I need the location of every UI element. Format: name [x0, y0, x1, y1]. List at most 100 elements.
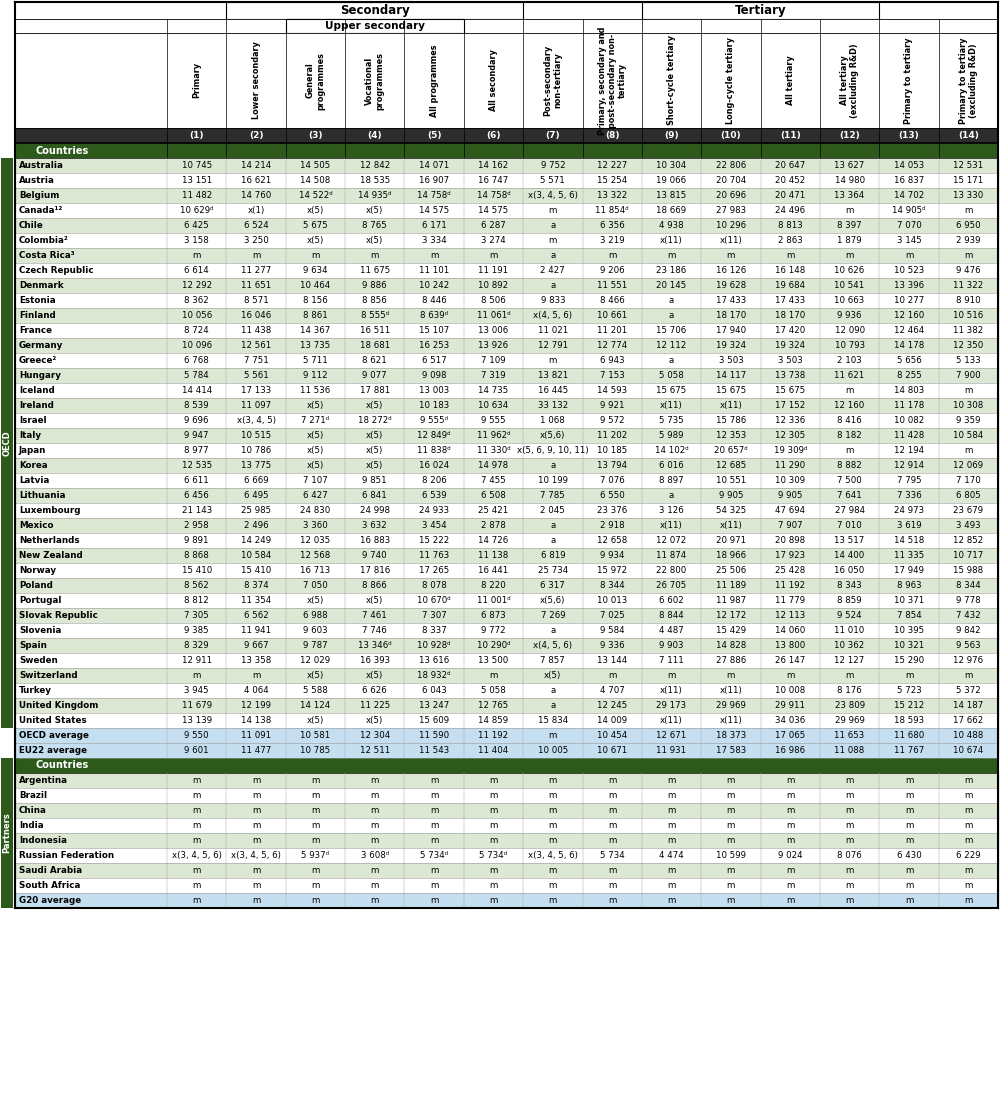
Text: 12 774: 12 774: [597, 341, 627, 350]
Text: 8 724: 8 724: [184, 326, 209, 336]
Text: 20 704: 20 704: [716, 176, 746, 186]
Text: 6 768: 6 768: [184, 356, 209, 366]
Text: 7 170: 7 170: [956, 476, 981, 486]
Text: EU22 average: EU22 average: [19, 745, 87, 755]
Text: 11 651: 11 651: [241, 281, 271, 290]
Text: m: m: [727, 791, 735, 800]
Text: 25 506: 25 506: [716, 565, 746, 575]
Text: x(5,6): x(5,6): [540, 431, 566, 440]
Text: 22 800: 22 800: [656, 565, 687, 575]
Text: 12 535: 12 535: [182, 461, 212, 470]
Text: a: a: [550, 461, 555, 470]
Text: 8 555ᵈ: 8 555ᵈ: [361, 311, 389, 320]
Text: 11 404: 11 404: [478, 745, 509, 755]
Text: m: m: [252, 895, 260, 905]
Text: 5 058: 5 058: [659, 371, 684, 380]
Text: 15 410: 15 410: [182, 565, 212, 575]
Text: a: a: [550, 685, 555, 695]
Text: 11 941: 11 941: [241, 625, 271, 635]
Text: 12 671: 12 671: [656, 731, 687, 740]
Text: Countries: Countries: [35, 761, 88, 771]
Text: 8 416: 8 416: [837, 416, 862, 426]
Text: 10 199: 10 199: [538, 476, 568, 486]
Text: Israel: Israel: [19, 416, 47, 426]
Text: m: m: [727, 865, 735, 875]
Text: 9 947: 9 947: [184, 431, 209, 440]
Text: m: m: [845, 881, 854, 890]
Text: m: m: [489, 821, 498, 830]
Text: 7 432: 7 432: [956, 611, 981, 620]
Bar: [15, 338, 998, 353]
Text: 18 669: 18 669: [656, 206, 687, 216]
Text: m: m: [667, 671, 676, 680]
Text: 8 910: 8 910: [956, 296, 981, 306]
Text: 16 907: 16 907: [419, 176, 449, 186]
Text: Finland: Finland: [19, 311, 56, 320]
Text: x(1): x(1): [247, 206, 265, 216]
Text: 14 758ᵈ: 14 758ᵈ: [477, 191, 510, 200]
Text: 10 599: 10 599: [716, 851, 746, 860]
Text: 7 336: 7 336: [897, 491, 921, 500]
Text: Russian Federation: Russian Federation: [19, 851, 114, 860]
Text: Australia: Australia: [19, 161, 64, 170]
Text: 23 809: 23 809: [835, 701, 865, 710]
Text: 8 859: 8 859: [837, 595, 862, 605]
Text: 5 734: 5 734: [600, 851, 625, 860]
Text: 13 151: 13 151: [182, 176, 212, 186]
Text: 9 903: 9 903: [659, 641, 684, 650]
Text: m: m: [667, 835, 676, 845]
Bar: [15, 728, 998, 743]
Text: 8 882: 8 882: [837, 461, 862, 470]
Text: 14 178: 14 178: [894, 341, 924, 350]
Text: 13 500: 13 500: [478, 655, 509, 665]
Text: 3 608ᵈ: 3 608ᵈ: [361, 851, 389, 860]
Text: 8 844: 8 844: [659, 611, 684, 620]
Text: 20 696: 20 696: [716, 191, 746, 200]
Text: 8 977: 8 977: [184, 446, 209, 456]
Text: m: m: [430, 805, 438, 815]
Text: 14 400: 14 400: [834, 551, 865, 560]
Text: m: m: [549, 775, 557, 785]
Text: (10): (10): [721, 131, 741, 140]
Text: 12 561: 12 561: [241, 341, 271, 350]
Text: 9 752: 9 752: [541, 161, 565, 170]
Text: 15 834: 15 834: [538, 715, 568, 725]
Text: 11 653: 11 653: [834, 731, 865, 740]
Text: x(11): x(11): [660, 521, 683, 530]
Bar: [15, 503, 998, 518]
Text: 4 474: 4 474: [659, 851, 684, 860]
Text: Upper secondary: Upper secondary: [325, 21, 425, 31]
Text: 13 247: 13 247: [419, 701, 449, 710]
Text: m: m: [727, 775, 735, 785]
Text: 9 476: 9 476: [956, 266, 981, 276]
Text: 8 182: 8 182: [837, 431, 862, 440]
Bar: [15, 158, 998, 173]
Text: 12 842: 12 842: [360, 161, 390, 170]
Text: 18 535: 18 535: [360, 176, 390, 186]
Text: Sweden: Sweden: [19, 655, 58, 665]
Text: m: m: [845, 895, 854, 905]
Text: (14): (14): [958, 131, 979, 140]
Text: m: m: [252, 671, 260, 680]
Text: 2 496: 2 496: [244, 521, 268, 530]
Text: 7 461: 7 461: [362, 611, 387, 620]
Text: 14 060: 14 060: [775, 625, 805, 635]
Text: m: m: [371, 895, 379, 905]
Text: a: a: [669, 311, 674, 320]
Text: x(5): x(5): [307, 401, 324, 410]
Text: 11 536: 11 536: [300, 386, 331, 396]
Text: m: m: [786, 251, 794, 260]
Text: 6 043: 6 043: [422, 685, 446, 695]
Text: m: m: [845, 835, 854, 845]
Text: 16 511: 16 511: [360, 326, 390, 336]
Text: 16 445: 16 445: [538, 386, 568, 396]
Text: 5 656: 5 656: [897, 356, 921, 366]
Text: 9 385: 9 385: [184, 625, 209, 635]
Text: 5 133: 5 133: [956, 356, 981, 366]
Text: m: m: [311, 251, 320, 260]
Text: 8 176: 8 176: [837, 685, 862, 695]
Text: 11 138: 11 138: [478, 551, 509, 560]
Text: 7 111: 7 111: [659, 655, 684, 665]
Text: 11 178: 11 178: [894, 401, 924, 410]
Text: m: m: [549, 206, 557, 216]
